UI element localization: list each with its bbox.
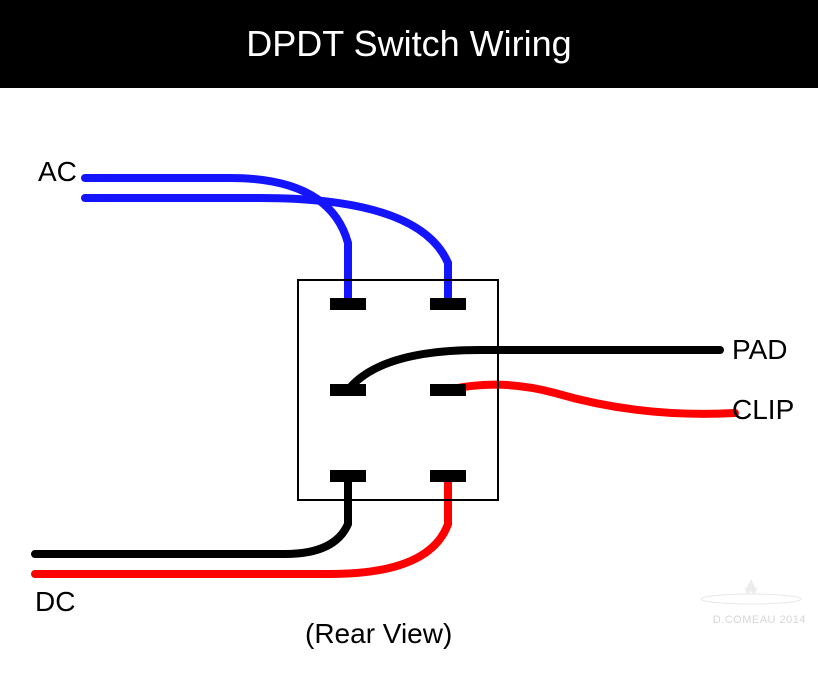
label-pad: PAD (732, 334, 788, 366)
wiring-diagram (0, 88, 818, 648)
clip-wire (448, 385, 735, 414)
label-rear-view: (Rear View) (305, 618, 452, 650)
terminal-4 (430, 384, 466, 396)
pad-wire (348, 350, 720, 390)
label-clip: CLIP (732, 394, 794, 426)
terminal-1 (330, 298, 366, 310)
label-ac: AC (38, 156, 77, 188)
dc-black (35, 476, 348, 554)
label-dc: DC (35, 586, 75, 618)
title-bar: DPDT Switch Wiring (0, 0, 818, 88)
terminal-3 (330, 384, 366, 396)
diagram-area: AC DC PAD CLIP (Rear View) D.COMEAU 2014 (0, 88, 818, 648)
terminal-5 (330, 470, 366, 482)
terminal-2 (430, 298, 466, 310)
ac-wire-2 (85, 198, 448, 302)
watermark-logo (696, 571, 806, 609)
watermark: D.COMEAU 2014 (696, 571, 806, 626)
page-title: DPDT Switch Wiring (246, 23, 571, 65)
terminal-6 (430, 470, 466, 482)
watermark-text: D.COMEAU 2014 (696, 614, 806, 626)
dc-red (35, 476, 448, 574)
